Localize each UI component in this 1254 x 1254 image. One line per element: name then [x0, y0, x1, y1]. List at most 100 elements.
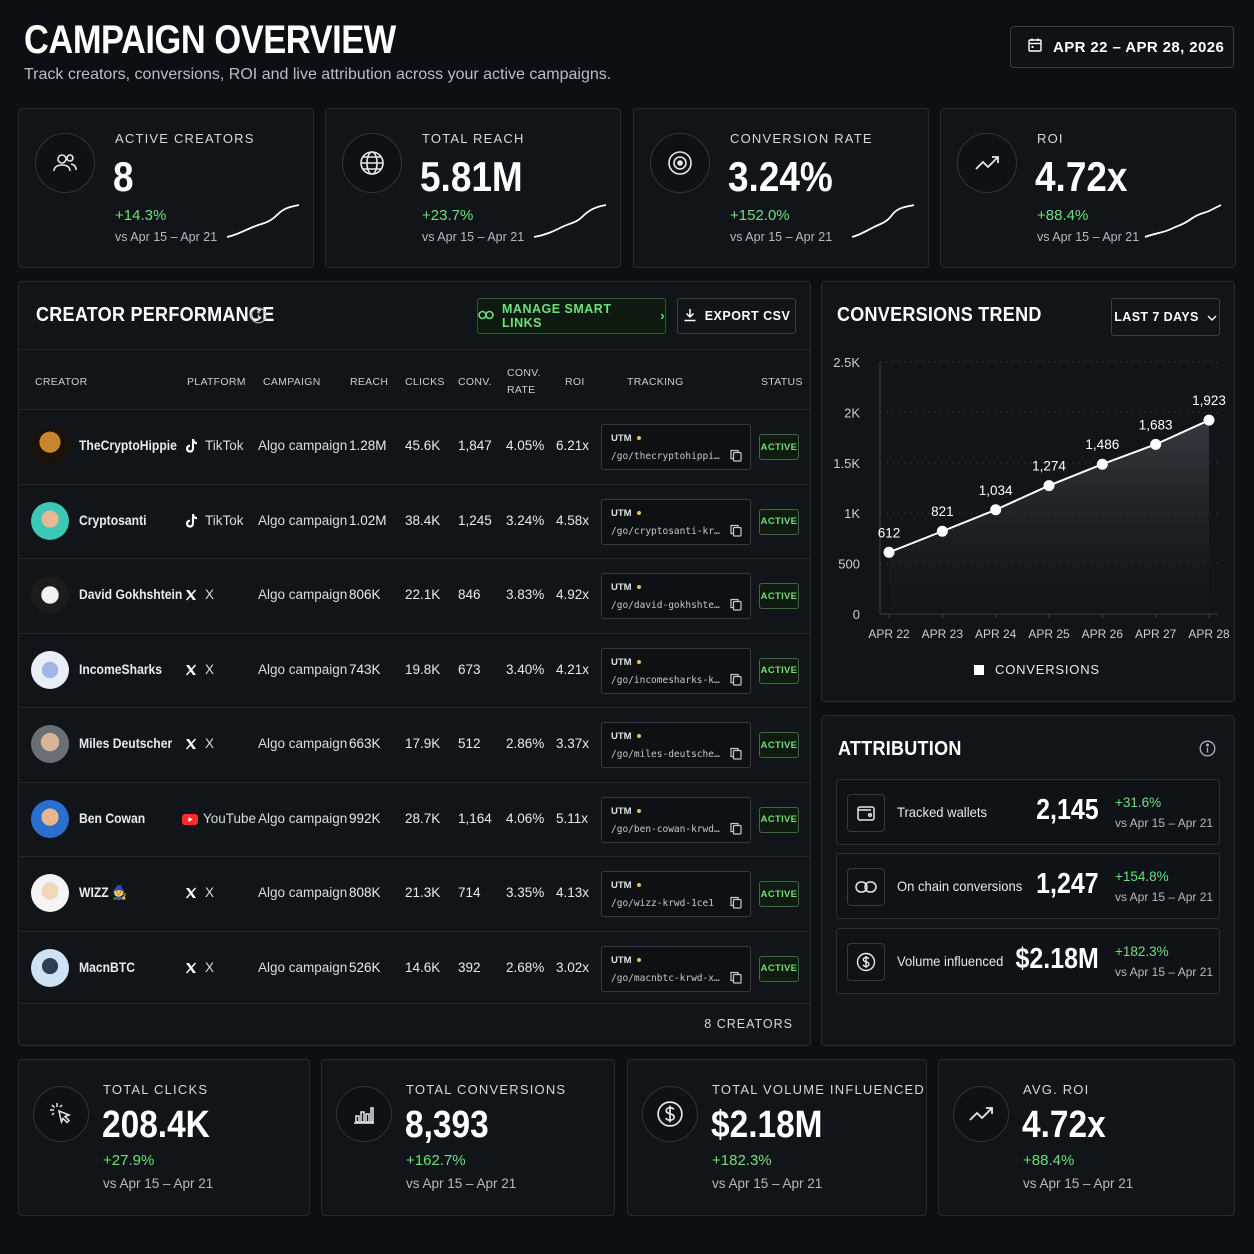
status-badge: ACTIVE: [759, 657, 799, 684]
table-row[interactable]: MacnBTC X Algo campaign 526K 14.6K 392 2.68% 3.…: [19, 930, 809, 1005]
tracking-link[interactable]: UTM/go/david-gokhshtein-krwd: [601, 573, 751, 619]
utm-label: UTM: [611, 656, 632, 668]
table-row[interactable]: Ben Cowan YouTube Algo campaign 992K 28.7K 1,…: [19, 781, 809, 856]
kpi-comparison: vs Apr 15 – Apr 21: [1037, 230, 1140, 244]
kpi-value: 4.72x: [1022, 1104, 1106, 1146]
conversion-rate-value: 4.05%: [506, 438, 545, 453]
youtube-icon: [182, 812, 198, 830]
column-header-tracking[interactable]: TRACKING: [627, 376, 684, 388]
kpi-label: AVG. ROI: [1023, 1082, 1090, 1097]
avatar[interactable]: [31, 501, 69, 540]
column-header-clicks[interactable]: CLICKS: [405, 376, 445, 388]
attribution-label: Tracked wallets: [897, 804, 987, 820]
x-tick-label: APR 28: [1188, 627, 1230, 641]
info-icon[interactable]: [1199, 740, 1216, 762]
creator-name[interactable]: TheCryptoHippie: [79, 438, 177, 453]
creator-name[interactable]: WIZZ 🧙: [79, 885, 128, 900]
data-point: [1043, 480, 1055, 492]
avatar[interactable]: [31, 725, 69, 763]
creator-name[interactable]: Miles Deutscher: [79, 736, 173, 751]
utm-status-dot: [637, 957, 641, 962]
column-header-platform[interactable]: PLATFORM: [187, 376, 246, 388]
copy-icon[interactable]: [730, 449, 742, 467]
campaign-name: Algo campaign: [258, 810, 348, 826]
table-row[interactable]: David Gokhshtein X Algo campaign 806K 22.1K 8…: [19, 558, 809, 632]
copy-icon[interactable]: [730, 524, 742, 542]
creator-name[interactable]: David Gokhshtein: [79, 587, 183, 602]
panel-title: CONVERSIONS TREND: [837, 304, 1042, 326]
export-csv-button[interactable]: EXPORT CSV: [677, 298, 796, 334]
kpi-change: +27.9%: [103, 1152, 155, 1169]
copy-icon[interactable]: [730, 822, 742, 840]
creator-name[interactable]: Cryptosanti: [79, 512, 147, 528]
creator-name[interactable]: IncomeSharks: [79, 661, 163, 677]
campaign-name: Algo campaign: [258, 438, 348, 453]
y-tick-label: 1.5K: [833, 456, 860, 471]
kpi-card-roi: ROI 4.72x +88.4% vs Apr 15 – Apr 21: [940, 108, 1236, 268]
x-icon: [185, 737, 197, 755]
conversions-value: 1,245: [458, 512, 492, 528]
tracking-link[interactable]: UTM/go/macnbtc-krwd-x6n2: [601, 945, 751, 992]
column-header-creator[interactable]: CREATOR: [35, 376, 88, 388]
table-row[interactable]: Cryptosanti TikTok Algo campaign 1.02M 38.4K…: [19, 483, 809, 558]
creator-name[interactable]: Ben Cowan: [79, 810, 146, 826]
avatar[interactable]: [31, 799, 69, 838]
table-row[interactable]: IncomeSharks X Algo campaign 743K 19.8K 673 3.…: [19, 632, 809, 707]
column-header-conv[interactable]: CONV.: [458, 376, 492, 388]
avatar[interactable]: [31, 650, 69, 689]
avatar[interactable]: [31, 874, 69, 912]
copy-icon[interactable]: [730, 598, 742, 616]
sparkline: [533, 204, 607, 238]
dollar-icon: [847, 943, 885, 981]
data-label: 1,034: [979, 483, 1013, 498]
data-point: [1096, 458, 1108, 470]
tiktok-icon: [185, 513, 197, 533]
column-header-reach[interactable]: REACH: [350, 376, 389, 388]
tracking-link[interactable]: UTM/go/ben-cowan-krwd-cl...: [601, 796, 751, 843]
copy-icon[interactable]: [730, 971, 742, 989]
conversions-value: 1,164: [458, 810, 492, 826]
roi-value: 4.58x: [556, 512, 590, 528]
copy-icon[interactable]: [730, 896, 742, 914]
data-label: 821: [931, 504, 954, 519]
status-badge: ACTIVE: [759, 806, 799, 833]
range-select[interactable]: LAST 7 DAYS: [1111, 298, 1220, 336]
avatar[interactable]: [31, 427, 69, 465]
attribution-value: $2.18M: [1015, 943, 1099, 975]
y-tick-label: 1K: [844, 506, 860, 521]
x-icon: [185, 663, 197, 681]
table-row[interactable]: Miles Deutscher X Algo campaign 663K 17.9K 51…: [19, 707, 809, 781]
avatar[interactable]: [31, 948, 69, 987]
x-tick-label: APR 25: [1028, 627, 1070, 641]
attribution-panel: ATTRIBUTION Tracked wallets 2,145 +31.6%…: [821, 715, 1235, 1046]
column-header-conv-rate-bottom[interactable]: RATE: [507, 384, 536, 396]
data-point: [883, 546, 895, 558]
utm-label: UTM: [611, 880, 632, 891]
conversion-rate-value: 3.24%: [506, 512, 545, 528]
date-range-label: APR 22 – APR 28, 2026: [1053, 38, 1225, 56]
column-header-campaign[interactable]: CAMPAIGN: [263, 376, 321, 388]
copy-icon[interactable]: [730, 673, 742, 691]
info-icon[interactable]: [250, 307, 267, 329]
tracking-link[interactable]: UTM/go/incomesharks-krwd-...: [601, 647, 751, 694]
table-row[interactable]: TheCryptoHippie TikTok Algo campaign 1.28M 4…: [19, 409, 809, 483]
column-header-roi[interactable]: ROI: [565, 376, 585, 388]
attribution-item-on-chain-conversions: On chain conversions 1,247 +154.8% vs Ap…: [836, 853, 1220, 919]
creator-name[interactable]: MacnBTC: [79, 959, 136, 975]
kpi-change: +152.0%: [730, 207, 790, 224]
table-row[interactable]: WIZZ 🧙 X Algo campaign 808K 21.3K 714 3.35% 4.1…: [19, 856, 809, 930]
column-header-conv-rate-top[interactable]: CONV.: [507, 367, 541, 379]
tracking-link[interactable]: UTM/go/thecryptohippie-krwd: [601, 424, 751, 470]
tracking-link[interactable]: UTM/go/cryptosanti-krwd-...: [601, 498, 751, 545]
copy-icon[interactable]: [730, 747, 742, 765]
kpi-comparison: vs Apr 15 – Apr 21: [730, 230, 833, 244]
date-range-button[interactable]: APR 22 – APR 28, 2026: [1010, 26, 1234, 68]
tracking-link[interactable]: UTM/go/miles-deutscher-krwd: [601, 722, 751, 768]
column-header-status[interactable]: STATUS: [761, 376, 803, 388]
reach-value: 663K: [349, 736, 381, 751]
x-icon: [185, 886, 197, 904]
panel-title: ATTRIBUTION: [838, 738, 962, 760]
tracking-link[interactable]: UTM/go/wizz-krwd-1ce1: [601, 871, 751, 917]
avatar[interactable]: [31, 576, 69, 614]
manage-smart-links-button[interactable]: MANAGE SMART LINKS ›: [477, 298, 666, 334]
